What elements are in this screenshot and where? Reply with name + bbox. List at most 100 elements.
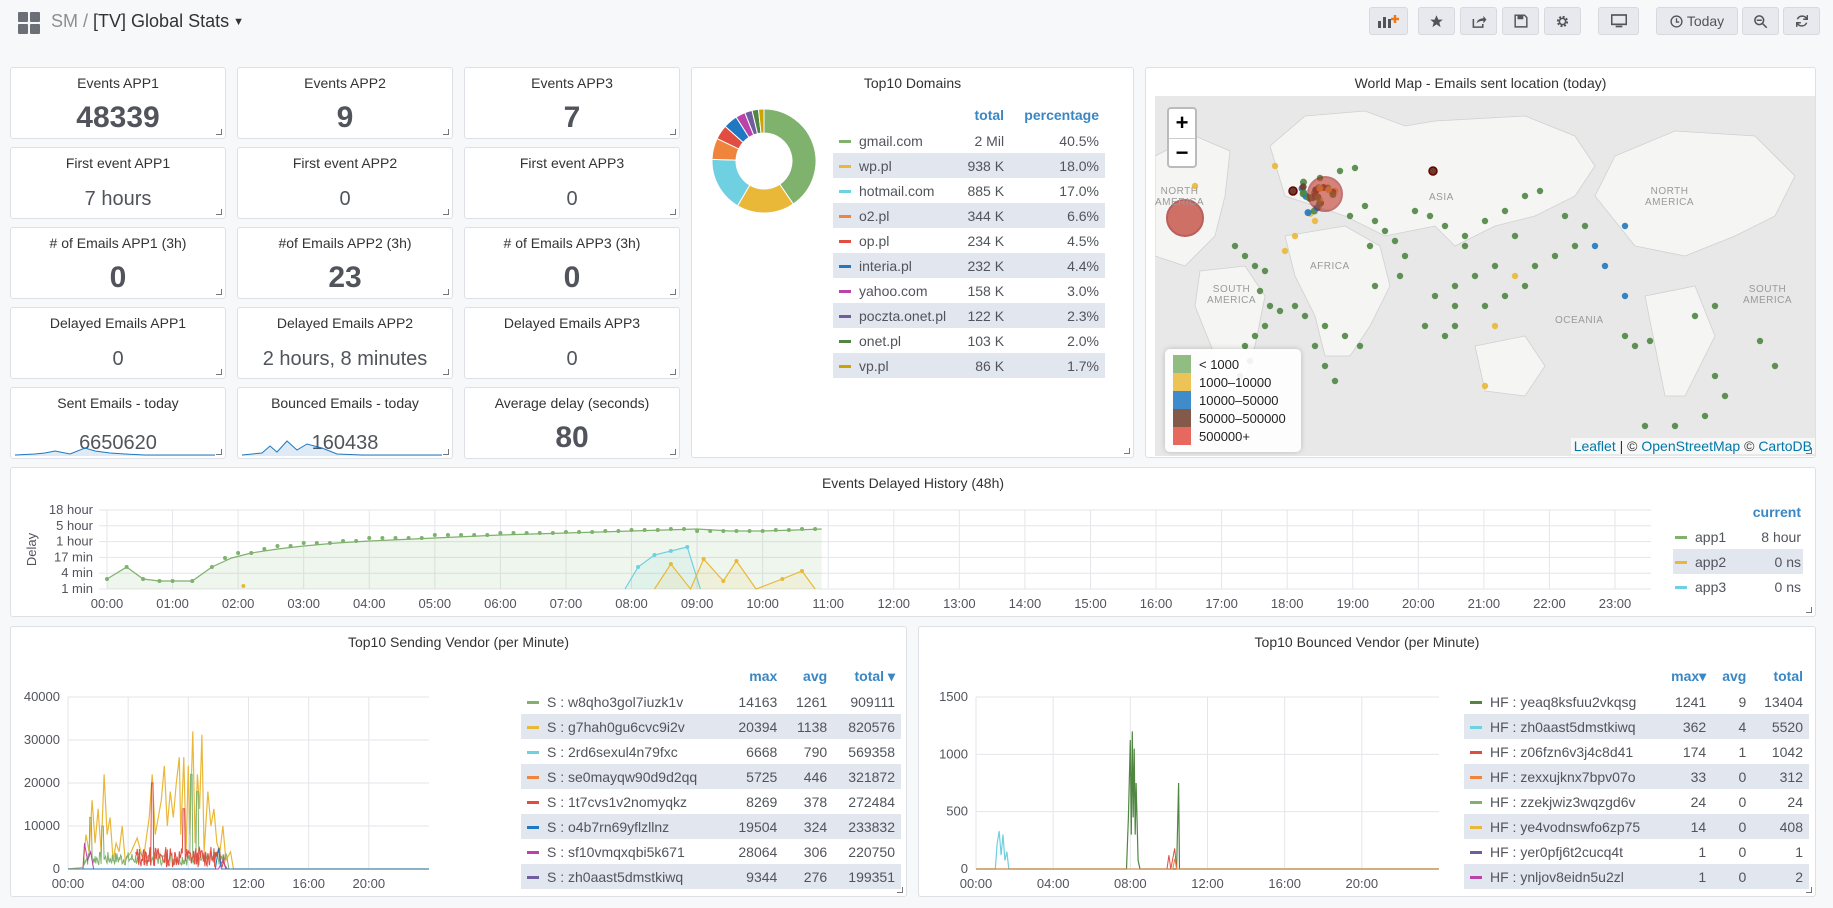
resize-handle[interactable] [443,289,449,295]
map-marker[interactable] [1621,332,1629,340]
map-marker[interactable] [1304,209,1312,217]
dashboard-grid-icon[interactable] [18,12,40,34]
panel-title[interactable]: Average delay (seconds) [494,395,650,411]
col-avg[interactable]: avg [1722,668,1747,684]
panel-title[interactable]: #of Emails APP2 (3h) [278,235,412,251]
col-max[interactable]: max [749,668,778,684]
series-color-swatch[interactable] [527,826,539,830]
map-marker[interactable] [1256,287,1264,295]
data-point[interactable] [780,577,785,581]
map-marker[interactable] [1299,183,1307,191]
series-color-swatch[interactable] [527,851,539,855]
series-color-swatch[interactable] [839,215,851,219]
map-marker[interactable] [1521,192,1529,200]
data-point[interactable] [498,531,503,535]
map-marker[interactable] [1321,362,1329,370]
map-marker[interactable] [1481,217,1489,225]
legend-row[interactable]: HF : z06fzn6v3j4c8d41 174 1 1042 [1464,739,1809,764]
data-point[interactable] [550,531,555,535]
panel-title[interactable]: Top10 Domains [863,75,962,91]
pie-slice[interactable] [757,108,765,134]
data-point[interactable] [170,579,175,583]
data-point[interactable] [367,536,372,540]
map-marker-large[interactable] [1166,199,1204,237]
series-line[interactable] [135,782,429,870]
data-point[interactable] [629,528,634,532]
map-marker[interactable] [1311,217,1319,225]
data-point[interactable] [537,531,542,535]
legend-row[interactable]: S : w8qho3gol7iuzk1v 14163 1261 909111 [521,689,901,714]
map-marker[interactable] [1471,272,1479,280]
map-marker[interactable] [1711,302,1719,310]
data-point[interactable] [485,533,490,537]
series-color-swatch[interactable] [1470,826,1482,830]
map-marker[interactable] [1711,372,1719,380]
data-point[interactable] [747,529,752,533]
map-marker[interactable] [1461,232,1469,240]
map-marker[interactable] [1241,342,1249,350]
legend-series-name[interactable]: S : se0mayqw90d9d2qq [521,764,725,789]
panel-title[interactable]: First event APP1 [65,155,171,171]
legend-series-name[interactable]: S : sf10vmqxqbi5k671 [521,839,725,864]
legend-series-name[interactable]: S : w8qho3gol7iuzk1v [521,689,725,714]
data-point[interactable] [786,528,791,532]
series-color-swatch[interactable] [1470,876,1482,880]
series-color-swatch[interactable] [1470,801,1482,805]
series-color-swatch[interactable] [839,190,851,194]
map-marker[interactable] [1501,207,1509,215]
data-point[interactable] [354,539,359,543]
map-marker[interactable] [1451,302,1459,310]
map-marker[interactable] [1481,382,1489,390]
legend-series-name[interactable]: HF : zh0aast5dmstkiwq [1464,714,1660,739]
map-marker[interactable] [1356,342,1364,350]
data-point[interactable] [314,541,319,545]
series-color-swatch[interactable] [527,876,539,880]
map-marker[interactable] [1451,322,1459,330]
map-marker[interactable] [1646,337,1654,345]
data-point[interactable] [511,531,516,535]
resize-handle[interactable] [897,887,903,893]
series-color-swatch[interactable] [1470,751,1482,755]
map-marker[interactable] [1396,272,1404,280]
share-button[interactable] [1460,7,1497,35]
resize-handle[interactable] [670,289,676,295]
data-point[interactable] [668,562,673,566]
legend-row[interactable]: S : 1t7cvs1v2nomyqkz 8269 378 272484 [521,789,901,814]
refresh-button[interactable] [1783,7,1820,35]
panel-title[interactable]: Top10 Bounced Vendor (per Minute) [1254,634,1480,650]
col-max[interactable]: max▾ [1671,667,1707,684]
map-marker[interactable] [1391,237,1399,245]
map-marker-large[interactable] [1307,176,1343,212]
resize-handle[interactable] [443,209,449,215]
pie-slice[interactable] [763,108,817,205]
resize-handle[interactable] [670,129,676,135]
data-point[interactable] [668,549,673,553]
data-point[interactable] [341,539,346,543]
series-line[interactable] [68,843,429,870]
series-color-swatch[interactable] [839,365,851,369]
series-line-app1[interactable] [106,528,822,582]
map-marker[interactable] [1266,302,1274,310]
data-point[interactable] [288,544,293,548]
series-color-swatch[interactable] [839,265,851,269]
legend-series-name[interactable]: o2.pl [833,203,957,228]
data-point[interactable] [563,530,568,534]
dashboard-title-picker[interactable]: SM / [TV] Global Stats ▼ [51,11,244,32]
panel-title[interactable]: Top10 Sending Vendor (per Minute) [347,634,570,650]
map-markers[interactable] [1166,162,1779,430]
cartodb-link[interactable]: CartoDB [1758,438,1812,454]
resize-handle[interactable] [216,209,222,215]
resize-handle[interactable] [1806,887,1812,893]
map-marker[interactable] [1401,252,1409,260]
star-button[interactable] [1418,7,1455,35]
data-point[interactable] [105,577,109,581]
legend-row[interactable]: wp.pl 938 K 18.0% [833,153,1105,178]
data-point[interactable] [734,529,739,533]
series-color-swatch[interactable] [527,726,539,730]
legend-row[interactable]: HF : zzekjwiz3wqzgd6v 24 0 24 [1464,789,1809,814]
legend-series-name[interactable]: yahoo.com [833,278,957,303]
map-marker[interactable] [1271,162,1279,170]
map-marker[interactable] [1511,232,1519,240]
data-point[interactable] [124,565,129,569]
